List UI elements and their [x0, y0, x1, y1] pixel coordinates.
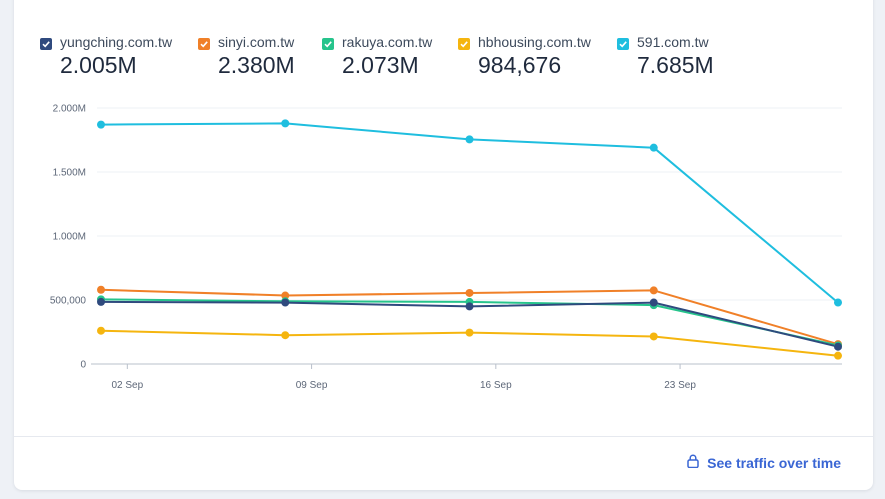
- chart-series: [100, 122, 839, 357]
- checkbox-checked-icon[interactable]: [322, 38, 334, 50]
- legend-name: yungching.com.tw: [60, 34, 173, 50]
- see-traffic-over-time-link[interactable]: See traffic over time: [687, 454, 841, 471]
- series-line-591: [100, 122, 839, 304]
- x-axis: 02 Sep 09 Sep 16 Sep 23 Sep: [91, 363, 842, 391]
- legend-name: hbhousing.com.tw: [478, 34, 591, 50]
- traffic-card: [14, 0, 873, 490]
- data-point-sinyi: [465, 288, 474, 297]
- x-tick-label: 02 Sep: [111, 380, 143, 391]
- chart-legend: yungching.com.tw 2.005M sinyi.com.tw 2.3…: [0, 0, 885, 90]
- data-point-sinyi: [97, 285, 105, 294]
- y-tick-label: 1.000M: [53, 232, 86, 243]
- footer-link-label: See traffic over time: [707, 454, 841, 471]
- data-point-591: [97, 120, 105, 129]
- chart-points: [97, 119, 842, 360]
- legend-value: 7.685M: [637, 52, 714, 78]
- data-point-591: [649, 143, 658, 152]
- x-tick-label: 09 Sep: [296, 380, 328, 391]
- data-point-hbhousing: [465, 328, 474, 337]
- footer-divider: [14, 436, 873, 437]
- y-tick-label: 500,000: [50, 296, 87, 307]
- checkbox-checked-icon[interactable]: [458, 38, 470, 50]
- legend-value: 2.005M: [60, 52, 137, 78]
- legend-name: 591.com.tw: [637, 34, 709, 50]
- legend-value: 2.073M: [342, 52, 419, 78]
- x-tick-label: 16 Sep: [480, 380, 512, 391]
- y-tick-label: 1.500M: [53, 168, 86, 179]
- data-point-591: [465, 135, 474, 144]
- data-point-yungching: [281, 298, 290, 307]
- lock-icon: [687, 454, 699, 471]
- data-point-591: [281, 119, 290, 128]
- legend-value: 984,676: [478, 52, 562, 78]
- data-point-hbhousing: [281, 331, 290, 340]
- data-point-sinyi: [281, 291, 290, 300]
- checkbox-checked-icon[interactable]: [40, 38, 52, 50]
- data-point-hbhousing: [97, 326, 105, 335]
- legend-name: rakuya.com.tw: [342, 34, 433, 50]
- data-point-sinyi: [649, 286, 658, 295]
- data-point-hbhousing: [834, 351, 842, 360]
- y-tick-label: 0: [80, 360, 86, 371]
- checkbox-checked-icon[interactable]: [198, 38, 210, 50]
- checkbox-checked-icon[interactable]: [617, 38, 629, 50]
- data-point-yungching: [97, 297, 105, 306]
- legend-value: 2.380M: [218, 52, 295, 78]
- data-point-hbhousing: [649, 332, 658, 341]
- legend-name: sinyi.com.tw: [218, 34, 295, 50]
- data-point-yungching: [649, 298, 658, 307]
- y-tick-label: 2.000M: [53, 104, 86, 115]
- data-point-yungching: [834, 342, 842, 351]
- x-tick-label: 23 Sep: [664, 380, 696, 391]
- data-point-yungching: [465, 302, 474, 311]
- data-point-591: [834, 298, 842, 307]
- y-axis: 0 500,000 1.000M 1.500M 2.000M: [50, 104, 87, 371]
